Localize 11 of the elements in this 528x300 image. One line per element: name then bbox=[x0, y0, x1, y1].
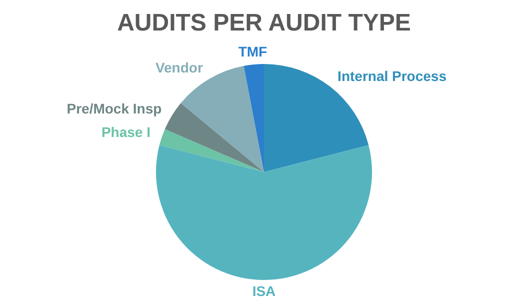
pie-slice bbox=[244, 64, 264, 172]
slice-label: Pre/Mock Insp bbox=[66, 100, 162, 116]
chart-title: AUDITS PER AUDIT TYPE bbox=[117, 10, 411, 37]
slice-label: Internal Process bbox=[338, 68, 447, 84]
pie-slice bbox=[164, 103, 264, 172]
pie-slice bbox=[156, 145, 372, 280]
slice-label: ISA bbox=[252, 283, 276, 299]
pie-slice bbox=[159, 129, 264, 172]
slice-label: Vendor bbox=[155, 60, 204, 76]
slice-label: TMF bbox=[238, 44, 268, 60]
slice-label: Phase I bbox=[101, 124, 150, 140]
